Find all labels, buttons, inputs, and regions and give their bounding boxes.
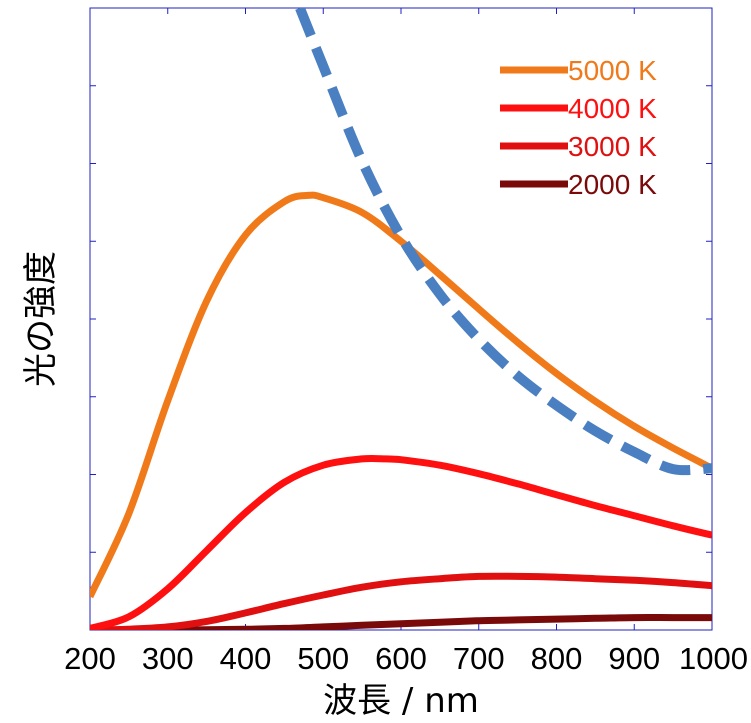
x-tick-label-1000: 1000 [679, 641, 748, 676]
legend-label-5000k: 5000 K [568, 55, 657, 86]
series-line-dashed-reference [295, 8, 712, 476]
x-tick-label-200: 200 [64, 641, 116, 676]
series-layer [90, 8, 712, 630]
legend-label-3000k: 3000 K [568, 131, 657, 162]
x-tick-label-900: 900 [608, 641, 660, 676]
legend-label-2000k: 2000 K [568, 169, 657, 200]
legend: 5000 K 4000 K 3000 K 2000 K [500, 55, 657, 200]
x-tick-label-300: 300 [142, 641, 194, 676]
series-line-2000k [90, 614, 712, 630]
x-tick-label-700: 700 [453, 641, 505, 676]
x-tick-labels: 200 300 400 500 600 700 800 900 1000 [64, 641, 748, 676]
series-line-5000k [90, 191, 712, 599]
x-tick-label-500: 500 [297, 641, 349, 676]
x-tick-label-400: 400 [220, 641, 272, 676]
series-line-4000k [90, 454, 712, 630]
legend-label-4000k: 4000 K [568, 93, 657, 124]
x-tick-label-600: 600 [375, 641, 427, 676]
x-tick-label-800: 800 [531, 641, 583, 676]
x-axis-label: 波長 / nm [323, 681, 479, 721]
y-axis-label: 光の強度 [21, 251, 61, 387]
series-line-3000k [90, 572, 712, 630]
